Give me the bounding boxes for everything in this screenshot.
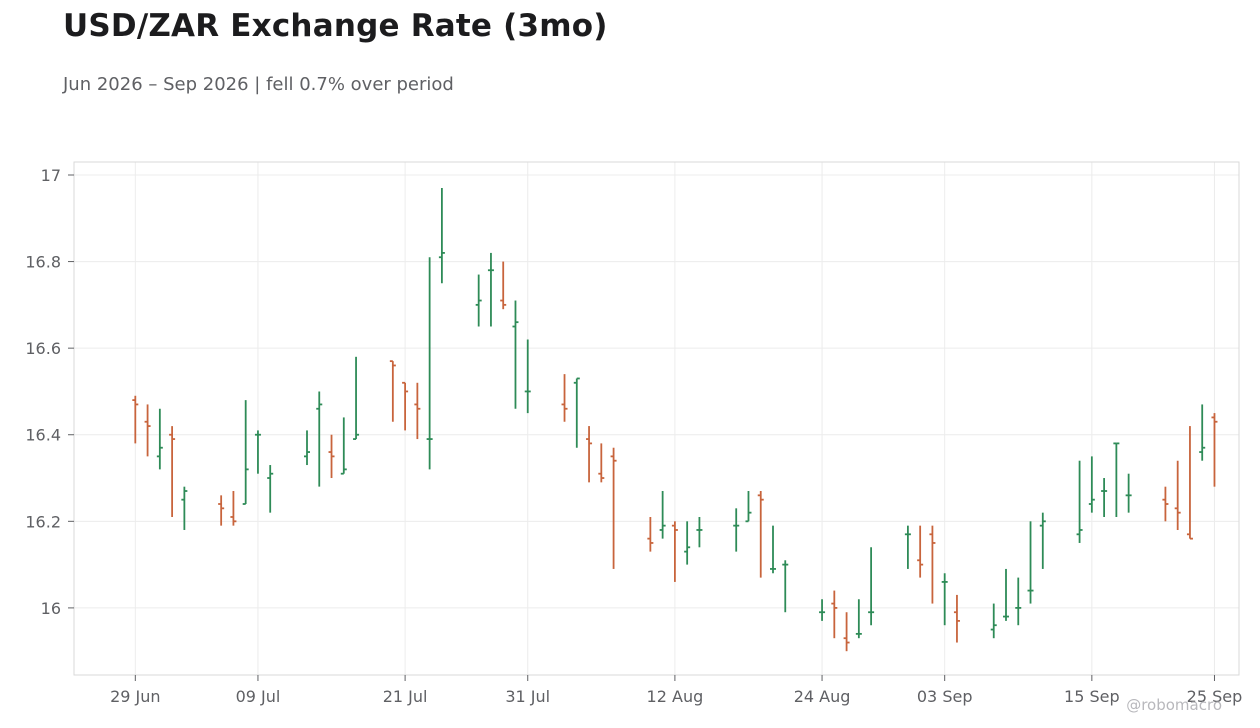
ohlc-bar: [868, 547, 875, 626]
ohlc-bar: [254, 430, 261, 474]
x-tick-label: 09 Jul: [236, 687, 281, 706]
ohlc-bars: [132, 187, 1218, 652]
ohlc-bar: [1076, 460, 1083, 543]
ohlc-bar: [218, 495, 225, 526]
ohlc-bar: [561, 374, 568, 422]
ohlc-bar: [512, 300, 519, 409]
gridlines: [74, 162, 1239, 675]
y-tick-label: 16.6: [25, 339, 61, 358]
y-axis: 16 16.2 16.4 16.6 16.8 17: [25, 166, 74, 618]
ohlc-bar: [402, 381, 409, 431]
x-tick-label: 31 Jul: [505, 687, 550, 706]
ohlc-bar: [1003, 568, 1009, 621]
y-tick-label: 17: [41, 166, 61, 185]
x-tick-label: 15 Sep: [1064, 687, 1120, 706]
x-tick-label: 29 Jun: [110, 687, 160, 706]
ohlc-bar: [696, 516, 703, 548]
x-tick-label: 12 Aug: [647, 687, 704, 706]
ohlc-bar: [267, 465, 274, 513]
ohlc-bar: [917, 525, 924, 578]
ohlc-bar: [1101, 478, 1108, 517]
ohlc-bar: [770, 525, 776, 574]
ohlc-bar: [340, 417, 347, 475]
ohlc-bar: [941, 573, 948, 626]
y-tick-label: 16: [41, 599, 61, 618]
ohlc-bar: [181, 486, 188, 530]
ohlc-bar: [1186, 426, 1193, 540]
ohlc-bar: [230, 491, 237, 526]
ohlc-bar: [242, 400, 249, 505]
ohlc-bar: [1015, 577, 1022, 626]
ohlc-bar: [1174, 460, 1181, 530]
y-tick-label: 16.2: [25, 512, 61, 531]
ohlc-bar: [304, 430, 310, 466]
ohlc-bar: [328, 434, 335, 479]
ohlc-bar: [904, 525, 911, 569]
ohlc-bar: [475, 274, 482, 327]
ohlc-bar: [831, 590, 838, 639]
ohlc-bar: [733, 508, 740, 552]
x-tick-label: 25 Sep: [1187, 687, 1243, 706]
ohlc-bar: [929, 525, 936, 604]
ohlc-bar: [414, 382, 421, 440]
ohlc-bar: [598, 443, 605, 483]
y-tick-label: 16.8: [25, 253, 61, 272]
ohlc-bar: [438, 187, 445, 284]
ohlc-bar: [610, 447, 617, 569]
ohlc-bar: [782, 560, 789, 613]
ohlc-bar: [132, 395, 139, 444]
ohlc-bar: [144, 404, 151, 457]
ohlc-bar: [389, 360, 396, 422]
y-tick-label: 16.4: [25, 426, 61, 445]
ohlc-bar: [500, 261, 507, 310]
ohlc-bar: [843, 612, 850, 652]
ohlc-bar: [819, 599, 826, 621]
ohlc-bar: [1113, 442, 1120, 517]
ohlc-bar: [990, 603, 997, 639]
ohlc-bar: [953, 594, 960, 643]
ohlc-bar: [524, 339, 531, 414]
ohlc-bar: [659, 491, 666, 539]
ohlc-bar: [169, 426, 176, 517]
x-axis: 29 Jun 09 Jul 21 Jul 31 Jul 12 Aug 24 Aug 03 S…: [110, 675, 1242, 706]
ohlc-bar: [1125, 473, 1132, 513]
ohlc-bar: [426, 257, 433, 470]
ohlc-bar: [745, 491, 752, 523]
ohlc-bar: [1039, 512, 1046, 569]
ohlc-bar: [684, 521, 691, 565]
ohlc-bar: [1027, 521, 1034, 604]
ohlc-bar: [671, 521, 678, 582]
ohlc-bar: [1211, 413, 1218, 487]
x-tick-label: 03 Sep: [917, 687, 973, 706]
chart-title: USD/ZAR Exchange Rate (3mo): [63, 8, 608, 44]
ohlc-bar: [487, 252, 494, 327]
ohlc-bar: [586, 426, 593, 483]
chart-subtitle: Jun 2026 – Sep 2026 | fell 0.7% over per…: [63, 74, 454, 95]
plot-frame: [73, 161, 1240, 676]
ohlc-bar: [316, 391, 323, 487]
ohlc-bar: [156, 408, 163, 470]
ohlc-bar: [647, 516, 654, 552]
ohlc-bar: [855, 599, 862, 639]
ohlc-bar: [1199, 404, 1206, 461]
ohlc-bar: [1088, 456, 1095, 513]
x-tick-label: 21 Jul: [383, 687, 428, 706]
ohlc-bar: [1162, 486, 1169, 522]
x-tick-label: 24 Aug: [794, 687, 851, 706]
watermark: @robomacro: [1126, 696, 1222, 714]
ohlc-bar: [573, 377, 580, 448]
ohlc-bar: [757, 491, 764, 578]
ohlc-bar: [353, 356, 360, 440]
